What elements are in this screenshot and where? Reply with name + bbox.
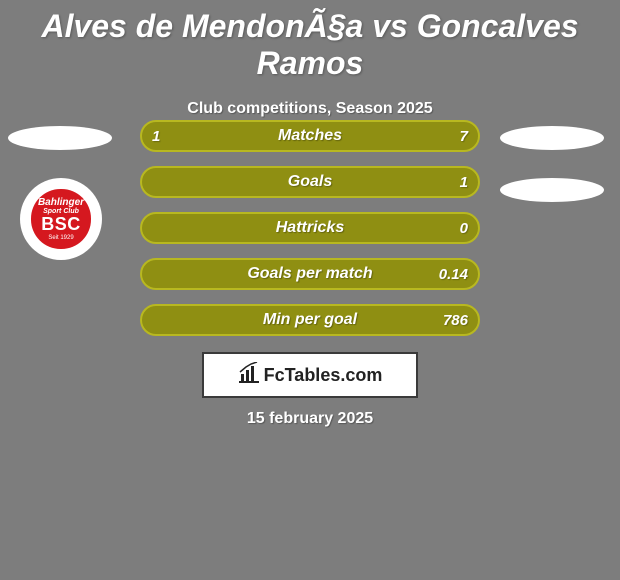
chart-icon [238, 362, 260, 389]
stats-rows: 1Matches7Goals1Hattricks0Goals per match… [140, 120, 480, 350]
player1-avatar-1 [8, 126, 112, 150]
player2-avatar-2 [500, 178, 604, 202]
brand-text: FcTables.com [264, 365, 383, 386]
club-badge-main: BSC [41, 215, 81, 233]
player2-avatar-1 [500, 126, 604, 150]
stat-row-value-right: 786 [443, 306, 468, 334]
stat-row-value-right: 7 [460, 122, 468, 150]
club-badge-sub: Seit 1929 [48, 235, 73, 241]
stat-row-label: Goals [142, 168, 478, 196]
stat-row: Min per goal786 [140, 304, 480, 336]
stat-row-label: Goals per match [142, 260, 478, 288]
club-badge-line1: Bahlinger [38, 198, 84, 208]
infographic-container: Alves de MendonÃ§a vs Goncalves Ramos Cl… [0, 0, 620, 580]
stat-row: Goals per match0.14 [140, 258, 480, 290]
stat-row-value-right: 1 [460, 168, 468, 196]
club-badge: BahlingerSport ClubBSCSeit 1929 [20, 178, 102, 260]
stat-row-value-right: 0.14 [439, 260, 468, 288]
stat-row-label: Matches [142, 122, 478, 150]
club-badge-inner: BahlingerSport ClubBSCSeit 1929 [31, 189, 90, 248]
stat-row: Hattricks0 [140, 212, 480, 244]
page-title: Alves de MendonÃ§a vs Goncalves Ramos [0, 0, 620, 82]
date-label: 15 february 2025 [0, 410, 620, 428]
stat-row-label: Hattricks [142, 214, 478, 242]
page-subtitle: Club competitions, Season 2025 [0, 100, 620, 118]
stat-row: Goals1 [140, 166, 480, 198]
player1-avatar-2: BahlingerSport ClubBSCSeit 1929 [20, 178, 102, 260]
stat-row-label: Min per goal [142, 306, 478, 334]
stat-row-value-right: 0 [460, 214, 468, 242]
brand-box: FcTables.com [202, 352, 418, 398]
stat-row: 1Matches7 [140, 120, 480, 152]
